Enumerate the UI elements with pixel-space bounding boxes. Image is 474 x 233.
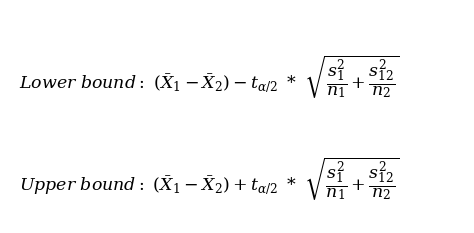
Text: $\mathit{Lower\ bound}\mathit{:}\ (\bar{X}_1 - \bar{X}_2) - t_{\alpha/2}\ *\ \sq: $\mathit{Lower\ bound}\mathit{:}\ (\bar{…	[18, 53, 400, 100]
Text: $\mathit{Upper\ bound}\mathit{:}\ (\bar{X}_1 - \bar{X}_2) + t_{\alpha/2}\ *\ \sq: $\mathit{Upper\ bound}\mathit{:}\ (\bar{…	[18, 155, 400, 202]
